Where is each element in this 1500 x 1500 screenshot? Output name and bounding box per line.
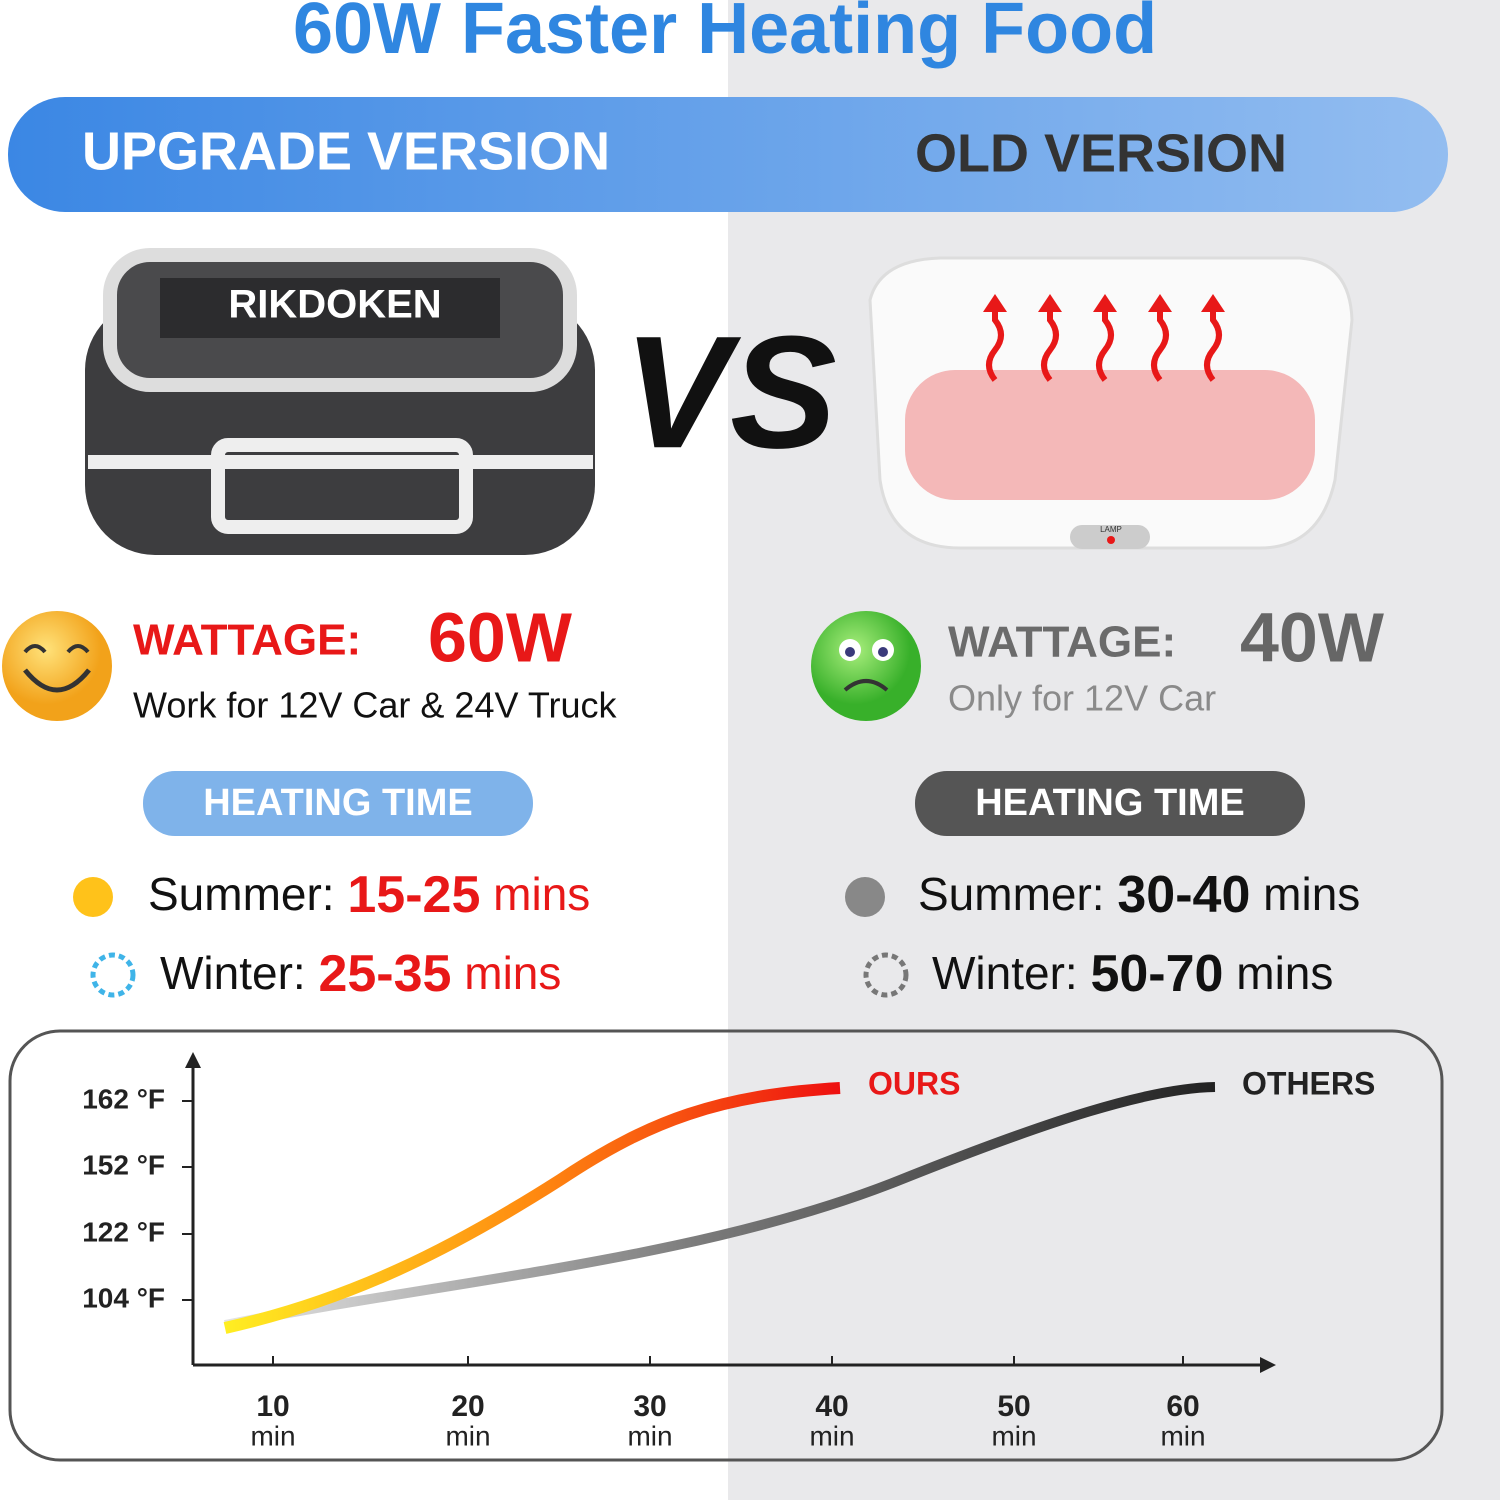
others-curve [224,1082,1216,1330]
y-label: 104 °F [82,1282,165,1313]
unit: mins [464,947,561,999]
summer-line: Summer: 15-25 mins [148,866,590,924]
x-unit: min [627,1420,672,1451]
sun-icon [845,877,885,917]
x-label: 50 [997,1390,1030,1423]
x-label: 10 [256,1390,289,1423]
wattage-label: WATTAGE: [948,618,1176,667]
x-unit: min [991,1420,1036,1451]
unit: mins [493,868,590,920]
y-label: 162 °F [82,1083,165,1114]
label: Winter: [160,947,306,999]
happy-face [2,611,112,721]
x-label: 60 [1166,1390,1199,1423]
snow-icon [863,952,909,998]
right-background [728,0,1500,1500]
unit: mins [1263,868,1360,920]
right-version: OLD VERSION [915,123,1287,183]
sun-icon [73,877,113,917]
wattage-label: WATTAGE: [133,616,361,665]
label: Summer: [148,868,335,920]
title: 60W Faster Heating Food [293,0,1157,69]
lamp: LAMP [1100,525,1122,534]
wattage-value: 40W [1240,598,1384,676]
x-unit: min [1160,1420,1205,1451]
summer-line: Summer: 30-40 mins [918,866,1360,924]
ours-curve [223,1082,841,1334]
others-label: OTHERS [1242,1065,1375,1101]
x-unit: min [445,1420,490,1451]
value: 25-35 [318,945,451,1003]
value: 30-40 [1117,866,1250,924]
x-label: 30 [633,1390,666,1423]
heating-pill [143,771,533,836]
vs: VS [623,302,836,481]
y-label: 122 °F [82,1216,165,1247]
wattage-note: Only for 12V Car [948,678,1216,719]
heating-time: HEATING TIME [975,782,1245,824]
wattage-note: Work for 12V Car & 24V Truck [133,685,618,726]
x-label: 40 [815,1390,848,1423]
snow-icon [90,952,136,998]
version-band [8,97,1448,212]
brand: RIKDOKEN [228,283,441,327]
winter-line: Winter: 25-35 mins [160,945,561,1003]
wattage-value: 60W [428,598,572,676]
y-label: 152 °F [82,1149,165,1180]
heating-pill [915,771,1305,836]
ours-label: OURS [868,1065,960,1101]
value: 50-70 [1090,945,1223,1003]
old-lunchbox: LAMP [868,256,1354,550]
x-unit: min [250,1420,295,1451]
heating-time: HEATING TIME [203,782,473,824]
label: Summer: [918,868,1105,920]
x-label: 20 [451,1390,484,1423]
value: 15-25 [347,866,480,924]
new-lunchbox: RIKDOKEN [85,248,595,555]
x-unit: min [809,1420,854,1451]
unit: mins [1236,947,1333,999]
sad-face [811,611,921,721]
left-version: UPGRADE VERSION [82,121,610,181]
winter-line: Winter: 50-70 mins [932,945,1333,1003]
label: Winter: [932,947,1078,999]
